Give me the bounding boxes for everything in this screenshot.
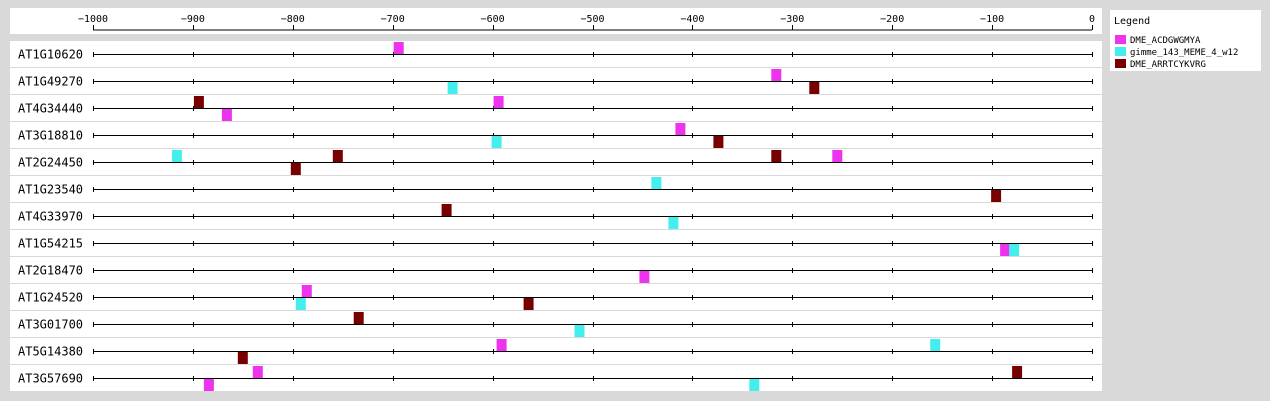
legend-swatch (1115, 47, 1126, 56)
x-tick-label: −100 (980, 14, 1004, 25)
gene-label: AT3G18810 (18, 129, 83, 143)
motif-site-mark (447, 82, 458, 94)
legend-entry: DME_ACDGWGMYA (1130, 36, 1201, 46)
gene-label: AT4G33970 (18, 210, 83, 224)
motif-site-mark (809, 82, 820, 94)
motif-site-mark (203, 379, 214, 391)
gene-row: AT4G33970 (10, 203, 1102, 229)
motif-site-mark (668, 217, 679, 229)
x-tick-label: −900 (181, 14, 205, 25)
x-tick-label: −1000 (78, 14, 108, 25)
motif-site-mark (523, 298, 534, 310)
legend-title: Legend (1114, 16, 1150, 27)
gene-label: AT3G57690 (18, 372, 83, 386)
x-axis: −1000 −900 −800 −700 −600 −500 −400 −300 −200 −10… (78, 14, 1095, 31)
legend-box (1110, 10, 1261, 71)
gene-label: AT1G23540 (18, 183, 83, 197)
motif-site-mark (290, 163, 301, 175)
x-tick-label: −800 (281, 14, 305, 25)
motif-site-mark (491, 136, 502, 148)
motif-site-mark (713, 136, 724, 148)
gene-row: AT5G14380 (10, 338, 1102, 364)
motif-site-mark (991, 190, 1002, 202)
x-tick-label: −200 (880, 14, 904, 25)
gene-label: AT1G24520 (18, 291, 83, 305)
legend: Legend DME_ACDGWGMYA gimme_143_MEME_4_w12 D… (1110, 10, 1261, 71)
motif-site-mark (771, 69, 782, 81)
gene-row: AT4G34440 (10, 95, 1102, 121)
legend-swatch (1115, 59, 1126, 68)
motif-site-mark (749, 379, 760, 391)
motif-site-mark (252, 366, 263, 378)
motif-site-mark (651, 177, 662, 189)
motif-site-mark (1009, 244, 1020, 256)
motif-site-mark (332, 150, 343, 162)
x-tick-label: −600 (481, 14, 505, 25)
gene-label: AT2G24450 (18, 156, 83, 170)
gene-row: AT1G24520 (10, 284, 1102, 310)
motif-site-mark (301, 285, 312, 297)
legend-entry: DME_ARRTCYKVRG (1130, 60, 1206, 70)
gene-row: AT1G23540 (10, 176, 1102, 202)
gene-row: AT3G18810 (10, 122, 1102, 148)
gene-label: AT2G18470 (18, 264, 83, 278)
gene-row: AT3G57690 (10, 365, 1102, 391)
motif-site-mark (1000, 244, 1011, 256)
x-tick-label: 0 (1089, 14, 1095, 25)
motif-site-mark (771, 150, 782, 162)
gene-row: AT1G49270 (10, 68, 1102, 94)
motif-site-mark (353, 312, 364, 324)
motif-site-mark (639, 271, 650, 283)
motif-site-mark (393, 42, 404, 54)
motif-site-mark (171, 150, 182, 162)
motif-site-mark (441, 204, 452, 216)
motif-site-mark (1012, 366, 1023, 378)
legend-entry: gimme_143_MEME_4_w12 (1130, 48, 1238, 58)
gene-label: AT4G34440 (18, 102, 83, 116)
motif-site-mark (221, 109, 232, 121)
gene-label: AT5G14380 (18, 345, 83, 359)
gene-label: AT1G54215 (18, 237, 83, 251)
gene-rows: AT1G10620 AT1G49270 AT4G34440 AT3G18810 AT2G… (10, 41, 1102, 391)
motif-site-mark (237, 352, 248, 364)
x-tick-label: −400 (680, 14, 704, 25)
motif-site-mark (832, 150, 843, 162)
gene-label: AT3G01700 (18, 318, 83, 332)
motif-site-mark (574, 325, 585, 337)
motif-site-mark (496, 339, 507, 351)
gene-row: AT1G54215 (10, 230, 1102, 256)
motif-site-mark (675, 123, 686, 135)
x-tick-label: −500 (580, 14, 604, 25)
gene-label: AT1G49270 (18, 75, 83, 89)
motif-site-mark (493, 96, 504, 108)
legend-swatch (1115, 35, 1126, 44)
x-tick-label: −700 (381, 14, 405, 25)
gene-row: AT2G18470 (10, 257, 1102, 283)
gene-label: AT1G10620 (18, 48, 83, 62)
gene-row: AT1G10620 (10, 41, 1102, 67)
gene-row: AT3G01700 (10, 311, 1102, 337)
x-tick-label: −300 (780, 14, 804, 25)
motif-site-mark (193, 96, 204, 108)
gene-row: AT2G24450 (10, 149, 1102, 175)
motif-site-mark (295, 298, 306, 310)
motif-site-mark (930, 339, 941, 351)
